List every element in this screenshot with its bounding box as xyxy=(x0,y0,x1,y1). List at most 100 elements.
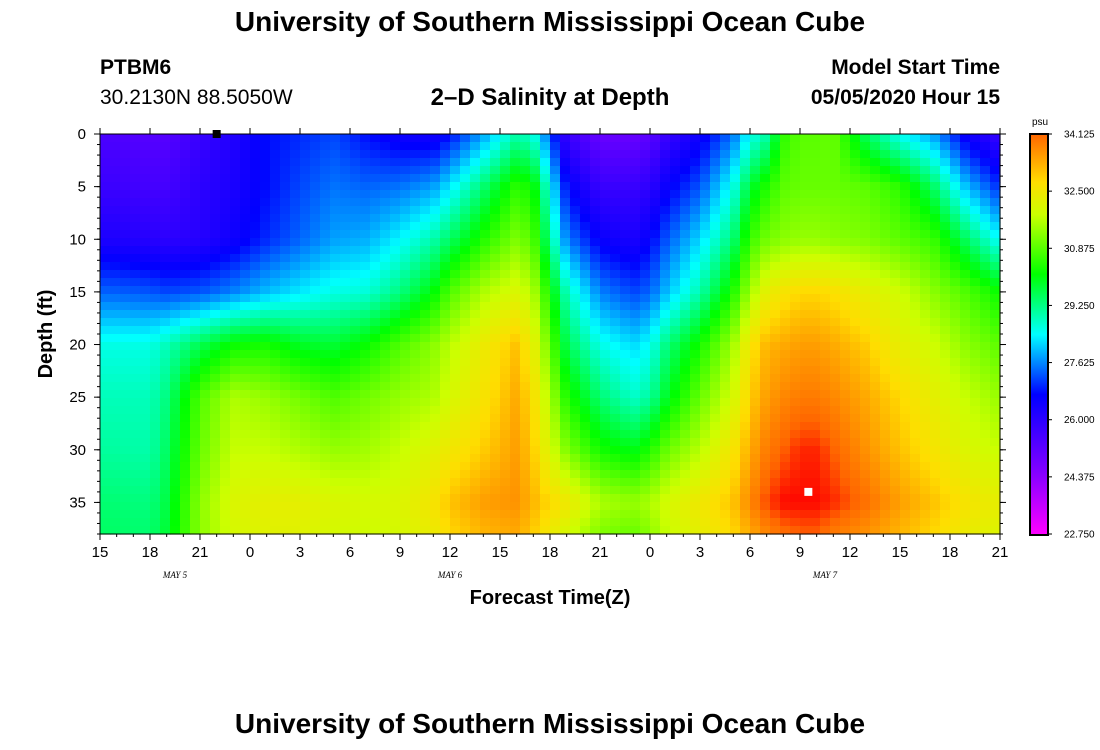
heat-cell xyxy=(510,286,521,295)
heat-cell xyxy=(990,150,1001,159)
heat-cell xyxy=(940,454,951,463)
heat-cell xyxy=(560,454,571,463)
heat-cell xyxy=(830,166,841,175)
heat-cell xyxy=(840,438,851,447)
heat-cell xyxy=(430,270,441,279)
heat-cell xyxy=(650,494,661,503)
heat-cell xyxy=(960,174,971,183)
heat-cell xyxy=(350,350,361,359)
heat-cell xyxy=(370,270,381,279)
heat-cell xyxy=(510,446,521,455)
heat-cell xyxy=(560,150,571,159)
heat-cell xyxy=(150,158,161,167)
heat-cell xyxy=(280,526,291,535)
heat-cell xyxy=(640,422,651,431)
heat-cell xyxy=(290,254,301,263)
heat-cell xyxy=(520,366,531,375)
heat-cell xyxy=(170,230,181,239)
heat-cell xyxy=(640,294,651,303)
heat-cell xyxy=(890,510,901,519)
heat-cell xyxy=(320,238,331,247)
heat-cell xyxy=(130,326,141,335)
heat-cell xyxy=(670,302,681,311)
heat-cell xyxy=(100,150,111,159)
heat-cell xyxy=(800,526,811,535)
heat-cell xyxy=(140,150,151,159)
heat-cell xyxy=(180,422,191,431)
heat-cell xyxy=(130,150,141,159)
heat-cell xyxy=(890,190,901,199)
heat-cell xyxy=(720,278,731,287)
heat-cell xyxy=(220,454,231,463)
x-tick-label: 3 xyxy=(696,544,704,561)
heat-cell xyxy=(410,470,421,479)
heat-cell xyxy=(350,270,361,279)
heat-cell xyxy=(970,438,981,447)
heat-cell xyxy=(620,398,631,407)
heat-cell xyxy=(920,198,931,207)
heat-cell xyxy=(640,374,651,383)
heat-cell xyxy=(490,254,501,263)
heat-cell xyxy=(910,358,921,367)
heat-cell xyxy=(340,246,351,255)
heat-cell xyxy=(330,206,341,215)
heat-cell xyxy=(940,286,951,295)
heat-cell xyxy=(790,222,801,231)
heat-cell xyxy=(780,230,791,239)
heat-cell xyxy=(600,454,611,463)
heat-cell xyxy=(700,134,711,143)
heat-cell xyxy=(420,222,431,231)
heat-cell xyxy=(660,214,671,223)
heat-cell xyxy=(170,358,181,367)
heat-cell xyxy=(730,350,741,359)
heat-cell xyxy=(210,166,221,175)
heat-cell xyxy=(850,286,861,295)
heat-cell xyxy=(870,302,881,311)
heat-cell xyxy=(840,214,851,223)
heat-cell xyxy=(410,286,421,295)
heat-cell xyxy=(750,486,761,495)
heat-cell xyxy=(360,430,371,439)
heat-cell xyxy=(470,158,481,167)
heat-cell xyxy=(190,214,201,223)
heat-cell xyxy=(320,462,331,471)
heat-cell xyxy=(920,174,931,183)
heat-cell xyxy=(570,510,581,519)
x-tick-label: 6 xyxy=(346,544,354,561)
heat-cell xyxy=(610,398,621,407)
heat-cell xyxy=(640,406,651,415)
heat-cell xyxy=(530,302,541,311)
heat-cell xyxy=(170,246,181,255)
heat-cell xyxy=(270,262,281,271)
heat-cell xyxy=(830,462,841,471)
heat-cell xyxy=(600,342,611,351)
heat-cell xyxy=(150,310,161,319)
heat-cell xyxy=(220,494,231,503)
heat-cell xyxy=(350,198,361,207)
heat-cell xyxy=(840,158,851,167)
heat-cell xyxy=(350,318,361,327)
heat-cell xyxy=(490,470,501,479)
heat-cell xyxy=(390,382,401,391)
heat-cell xyxy=(500,446,511,455)
heat-cell xyxy=(420,342,431,351)
heat-cell xyxy=(840,166,851,175)
heat-cell xyxy=(200,438,211,447)
heat-cell xyxy=(930,414,941,423)
heat-cell xyxy=(330,230,341,239)
heat-cell xyxy=(990,494,1001,503)
heat-cell xyxy=(120,206,131,215)
heat-cell xyxy=(330,398,341,407)
heat-cell xyxy=(280,318,291,327)
heat-cell xyxy=(890,214,901,223)
heat-cell xyxy=(390,342,401,351)
heat-cell xyxy=(920,342,931,351)
heat-cell xyxy=(220,206,231,215)
heat-cell xyxy=(380,278,391,287)
heat-cell xyxy=(390,390,401,399)
heat-cell xyxy=(580,366,591,375)
heat-cell xyxy=(760,470,771,479)
heat-cell xyxy=(450,406,461,415)
heat-cell xyxy=(680,166,691,175)
heat-cell xyxy=(600,326,611,335)
